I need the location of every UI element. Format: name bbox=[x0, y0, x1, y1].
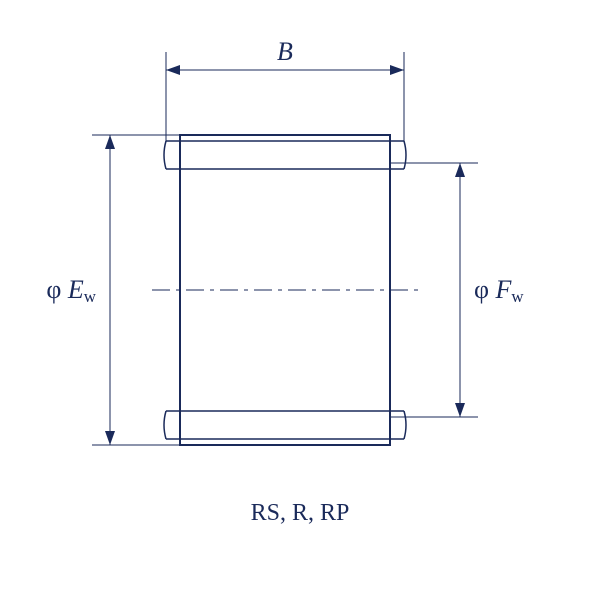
caption: RS, R, RP bbox=[251, 500, 350, 526]
bearing-diagram: Bφ Ew φ Fw RS, R, RP bbox=[0, 0, 600, 600]
label-b: B bbox=[277, 37, 293, 66]
label-ew: φ Ew bbox=[46, 275, 96, 306]
label-fw: φ Fw bbox=[474, 275, 524, 306]
